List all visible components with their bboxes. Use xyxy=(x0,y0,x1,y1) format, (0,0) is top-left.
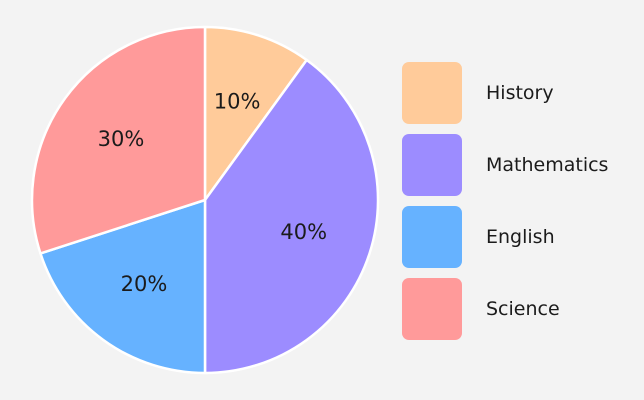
legend: History Mathematics English Science xyxy=(402,62,608,350)
pie-slice-mathematics xyxy=(203,58,380,375)
pie-slice-history xyxy=(203,25,308,202)
pie-slice-science xyxy=(30,25,207,255)
pie-label-history: 10% xyxy=(214,89,261,113)
legend-swatch-science xyxy=(402,278,462,340)
legend-label-history: History xyxy=(486,82,554,104)
legend-label-english: English xyxy=(486,226,555,248)
legend-swatch-english xyxy=(402,206,462,268)
legend-label-mathematics: Mathematics xyxy=(486,154,609,176)
legend-swatch-mathematics xyxy=(402,134,462,196)
legend-item-mathematics: Mathematics xyxy=(402,134,608,196)
pie-chart: 10% 40% 20% 30% xyxy=(30,25,380,375)
pie-label-science: 30% xyxy=(98,127,145,151)
pie-slice-labels: 10% 40% 20% 30% xyxy=(98,89,327,296)
pie-label-mathematics: 40% xyxy=(280,220,327,244)
legend-swatch-history xyxy=(402,62,462,124)
legend-item-english: English xyxy=(402,206,608,268)
pie-label-english: 20% xyxy=(121,272,168,296)
legend-item-history: History xyxy=(402,62,608,124)
legend-label-science: Science xyxy=(486,298,560,320)
legend-item-science: Science xyxy=(402,278,608,340)
pie-slice-english xyxy=(39,198,207,375)
pie-slices xyxy=(30,25,380,375)
